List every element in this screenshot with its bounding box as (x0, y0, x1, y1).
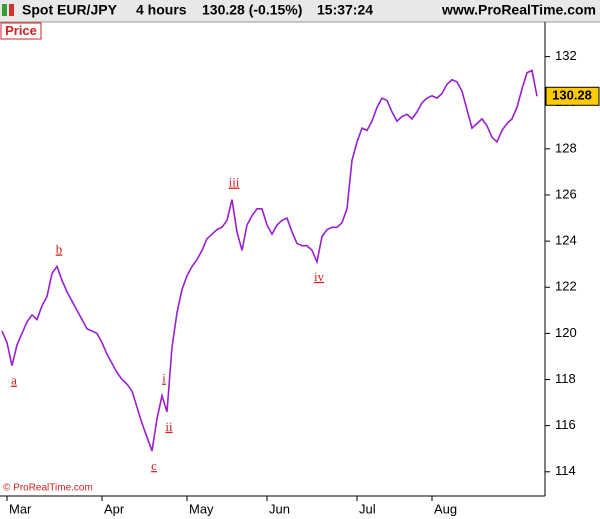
wave-label: iv (314, 269, 325, 284)
x-tick-label: Mar (9, 501, 32, 516)
x-tick-label: Aug (434, 501, 457, 516)
price-line (1, 69, 538, 452)
icon (2, 4, 7, 16)
wave-label: i (162, 371, 166, 386)
panel-label-box (0, 22, 42, 40)
x-tick-label: Apr (104, 501, 125, 516)
icon (9, 4, 14, 16)
header-bar (0, 0, 600, 22)
site: www.ProRealTime.com (441, 2, 596, 18)
wave-label: iii (229, 175, 240, 190)
time: 15:37:24 (317, 2, 373, 18)
y-tick-label: 124 (555, 233, 577, 248)
y-tick-label: 120 (555, 325, 577, 340)
symbol: Spot EUR/JPY (22, 2, 118, 18)
y-tick-label: 114 (555, 463, 576, 478)
wave-label: ii (165, 419, 173, 434)
quote: 130.28 (-0.15%) (202, 2, 302, 18)
y-tick-label: 128 (555, 140, 577, 155)
wave-label: c (151, 458, 157, 473)
watermark: © ProRealTime.com (3, 483, 93, 494)
y-tick-label: 122 (555, 279, 577, 294)
last-value-box (545, 86, 600, 106)
y-tick-label: 126 (555, 186, 577, 201)
interval: 4 hours (136, 2, 187, 18)
y-tick-label: 132 (555, 48, 577, 63)
last-value-label: 130.28 (552, 88, 592, 103)
panel-label: Price (5, 23, 37, 38)
x-tick-label: Jul (359, 501, 376, 516)
x-tick-label: Jun (269, 501, 290, 516)
y-tick-label: 118 (555, 371, 576, 386)
x-tick-label: May (189, 501, 214, 516)
wave-label: b (56, 241, 63, 256)
y-tick-label: 116 (555, 417, 576, 432)
wave-label: a (11, 373, 17, 388)
